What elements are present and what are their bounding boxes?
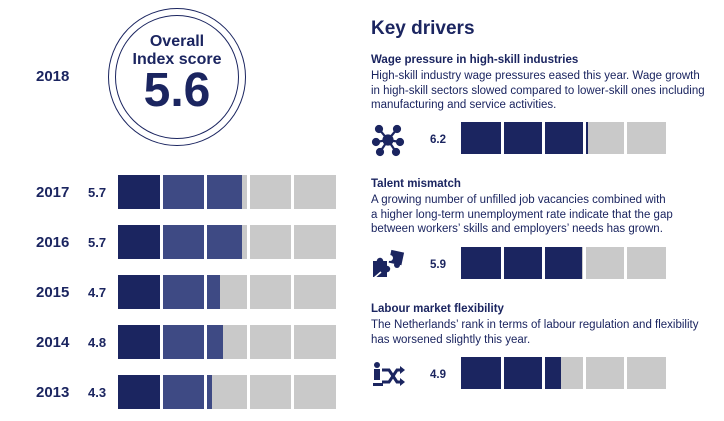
bar-segment-divider <box>582 122 586 154</box>
bar-segment-divider <box>290 225 294 259</box>
history-value: 5.7 <box>88 185 107 200</box>
score-badge-inner-ring <box>115 15 239 139</box>
puzzle-icon <box>373 249 405 279</box>
bar-segment-divider <box>623 122 627 154</box>
driver-title: Wage pressure in high-skill industries <box>371 54 579 66</box>
bar-segment-divider <box>247 175 251 209</box>
history-value: 4.8 <box>88 335 107 350</box>
bar-fill-primary <box>118 225 162 259</box>
bar-segment-divider <box>541 357 545 389</box>
bar-segment-divider <box>247 225 251 259</box>
driver-bar <box>461 357 666 389</box>
driver-title: Talent mismatch <box>371 178 461 190</box>
network-icon <box>371 124 405 157</box>
overall-score-value: 5.6 <box>143 64 211 117</box>
bar-segment-divider <box>623 357 627 389</box>
bar-segment-divider <box>247 325 251 359</box>
bar-segment-divider <box>247 375 251 409</box>
bar-fill-secondary <box>161 325 223 359</box>
history-row: 2016 5.7 <box>0 224 360 260</box>
bar-segment-divider <box>160 175 164 209</box>
history-year: 2014 <box>36 334 70 351</box>
history-value: 5.7 <box>88 235 107 250</box>
bar-segment-divider <box>203 275 207 309</box>
driver-score: 6.2 <box>430 134 446 146</box>
driver-description-line: a higher long-term unemployment rate ind… <box>371 208 673 221</box>
history-bar <box>118 375 336 409</box>
driver-bar <box>461 122 666 154</box>
bar-segment-divider <box>541 122 545 154</box>
driver-description-line: A growing number of unfilled job vacanci… <box>371 194 666 206</box>
driver-description: The Netherlands’ rank in terms of labour… <box>371 318 723 347</box>
driver-description-line: The Netherlands’ rank in terms of labour… <box>371 319 699 331</box>
history-bar <box>118 325 336 359</box>
history-year: 2016 <box>36 234 70 251</box>
history-year: 2017 <box>36 184 70 201</box>
history-row: 2017 5.7 <box>0 174 360 210</box>
bar-fill-secondary <box>161 375 212 409</box>
bar-segment-divider <box>582 247 586 279</box>
bar-fill <box>461 122 589 154</box>
history-value: 4.3 <box>88 385 107 400</box>
driver-title: Labour market flexibility <box>371 303 504 315</box>
driver-description-line: between workers’ skills and employers’ n… <box>371 223 663 235</box>
bar-fill-secondary <box>161 275 221 309</box>
bar-segment-divider <box>500 247 504 279</box>
overall-score-badge: Overall Index score 5.6 <box>108 8 246 146</box>
bar-segment-divider <box>203 175 207 209</box>
bar-segment-divider <box>160 325 164 359</box>
bar-segment-divider <box>290 175 294 209</box>
key-drivers-title: Key drivers <box>371 18 475 39</box>
bar-fill-primary <box>118 175 162 209</box>
driver-description: High-skill industry wage pressures eased… <box>371 69 723 113</box>
bar-segment-divider <box>203 375 207 409</box>
history-year: 2013 <box>36 384 70 401</box>
bar-fill <box>461 357 562 389</box>
history-year: 2015 <box>36 284 70 301</box>
driver-description-line: manufacturing and service activities. <box>371 99 557 111</box>
history-value: 4.7 <box>88 285 107 300</box>
bar-segment-divider <box>290 325 294 359</box>
shuffle-icon <box>373 362 405 386</box>
bar-fill-secondary <box>161 225 243 259</box>
bar-segment-divider <box>500 122 504 154</box>
bar-segment-divider <box>500 357 504 389</box>
history-row: 2013 4.3 <box>0 374 360 410</box>
driver-description-line: in high-skill sectors slowed compared to… <box>371 84 705 97</box>
bar-segment-divider <box>623 247 627 279</box>
score-label-line2: Index score <box>132 51 222 68</box>
overall-year: 2018 <box>36 68 70 85</box>
driver-description-line: has worsened slightly this year. <box>371 333 531 346</box>
bar-segment-divider <box>160 225 164 259</box>
driver-description-line: High-skill industry wage pressures eased… <box>371 70 700 82</box>
bar-segment-divider <box>541 247 545 279</box>
score-label-line1: Overall <box>149 33 205 50</box>
bar-fill-primary <box>118 375 162 409</box>
bar-segment-divider <box>203 325 207 359</box>
bar-fill-primary <box>118 325 162 359</box>
bar-segment-divider <box>290 275 294 309</box>
history-bar <box>118 275 336 309</box>
bar-segment-divider <box>203 225 207 259</box>
bar-segment-divider <box>247 275 251 309</box>
bar-fill <box>461 247 582 279</box>
history-bar <box>118 175 336 209</box>
driver-score: 5.9 <box>430 259 446 271</box>
driver-description: A growing number of unfilled job vacanci… <box>371 193 723 237</box>
history-row: 2014 4.8 <box>0 324 360 360</box>
history-row: 2015 4.7 <box>0 274 360 310</box>
bar-fill-primary <box>118 275 162 309</box>
driver-bar <box>461 247 666 279</box>
bar-segment-divider <box>582 357 586 389</box>
bar-segment-divider <box>160 275 164 309</box>
bar-segment-divider <box>160 375 164 409</box>
bar-segment-divider <box>290 375 294 409</box>
bar-fill-secondary <box>161 175 243 209</box>
history-bar <box>118 225 336 259</box>
driver-score: 4.9 <box>430 369 446 381</box>
